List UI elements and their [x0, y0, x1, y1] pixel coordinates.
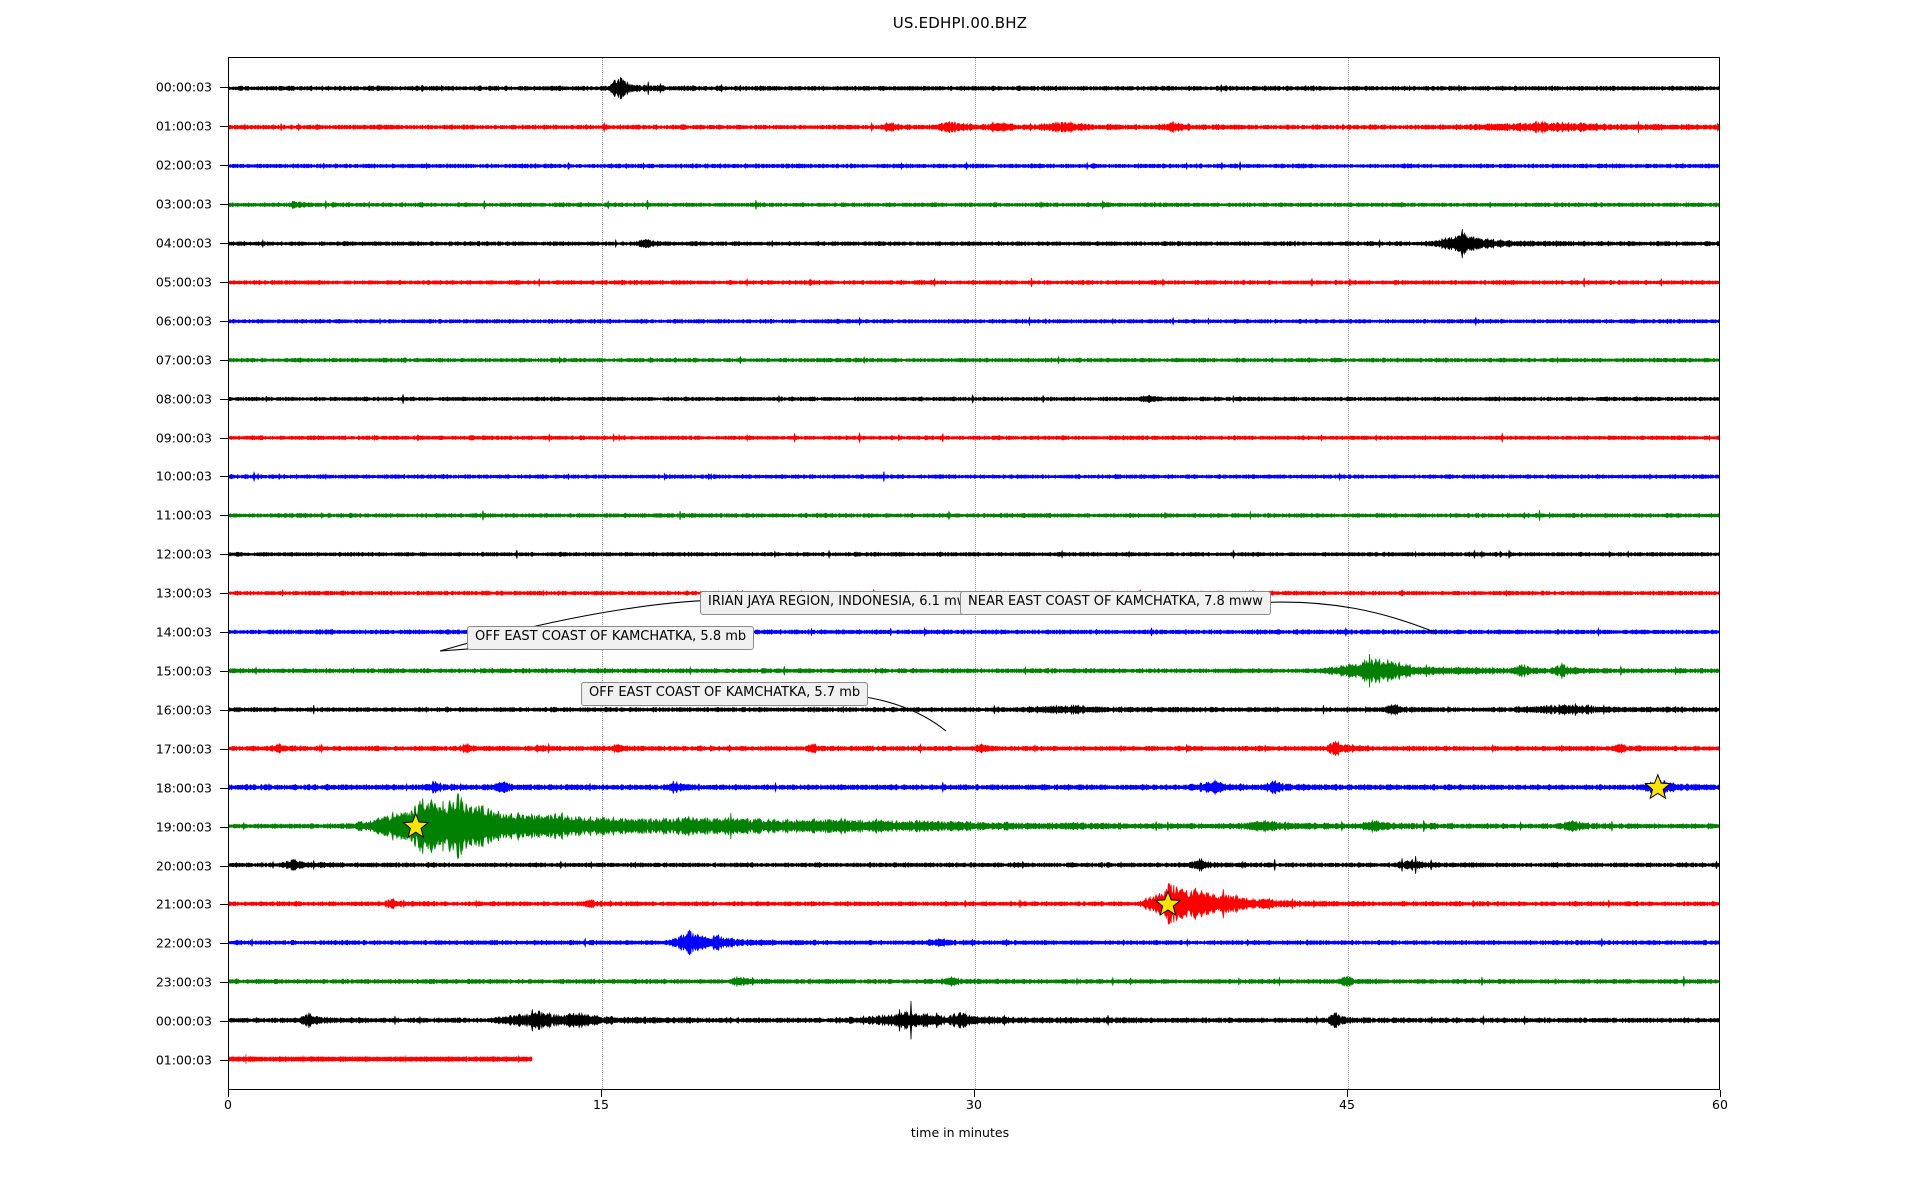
waveform-trace [229, 120, 1719, 134]
y-tick-label: 20:00:03 [155, 858, 212, 873]
y-tick-label: 06:00:03 [155, 313, 212, 329]
y-tick-mark [220, 826, 229, 828]
y-tick-label: 03:00:03 [155, 196, 212, 212]
waveform-trace [229, 315, 1719, 327]
y-tick-label: 02:00:03 [155, 157, 212, 173]
y-tick-mark [220, 165, 229, 167]
waveform-trace [229, 471, 1719, 483]
y-tick-label: 12:00:03 [155, 546, 212, 562]
x-tick-label: 30 [966, 1097, 982, 1112]
y-tick-mark [220, 281, 229, 283]
y-tick-mark [220, 1060, 229, 1062]
x-tick-label: 60 [1712, 1097, 1728, 1112]
event-annotation-label[interactable]: OFF EAST COAST OF KAMCHATKA, 5.7 mb [581, 682, 869, 706]
x-tick-mark [228, 1090, 229, 1097]
y-tick-mark [220, 320, 229, 322]
y-tick-label: 11:00:03 [155, 507, 212, 523]
y-tick-mark [220, 204, 229, 206]
y-tick-label: 00:00:03 [155, 1013, 212, 1029]
waveform-trace [229, 929, 1719, 956]
y-tick-mark [220, 554, 229, 556]
y-tick-mark [220, 515, 229, 517]
y-tick-mark [220, 126, 229, 128]
x-tick-label: 45 [1339, 1097, 1355, 1112]
x-tick-mark [974, 1090, 975, 1097]
y-tick-mark [220, 1021, 229, 1023]
waveform-trace [229, 740, 1719, 757]
waveform-trace [229, 1001, 1719, 1040]
y-tick-label: 21:00:03 [155, 896, 212, 912]
y-tick-label: 17:00:03 [155, 741, 212, 757]
waveform-trace [229, 779, 1719, 796]
y-tick-mark [220, 943, 229, 945]
y-tick-label: 14:00:03 [155, 624, 212, 640]
y-tick-mark [220, 476, 229, 478]
y-tick-label: 10:00:03 [155, 468, 212, 484]
y-tick-label: 07:00:03 [155, 352, 212, 368]
event-annotation-label[interactable]: IRIAN JAYA REGION, INDONESIA, 6.1 mww [700, 591, 986, 615]
y-tick-label: 19:00:03 [155, 819, 212, 835]
waveform-trace [229, 431, 1719, 444]
waveform-trace [229, 161, 1719, 171]
waveform-trace [229, 975, 1719, 988]
plot-area [228, 57, 1720, 1090]
y-tick-label: 01:00:03 [155, 118, 212, 134]
y-tick-label: 01:00:03 [155, 1052, 212, 1068]
x-tick-mark [1720, 1090, 1721, 1097]
y-tick-mark [220, 632, 229, 634]
y-tick-label: 09:00:03 [155, 430, 212, 446]
waveform-trace [229, 199, 1719, 210]
y-tick-label: 22:00:03 [155, 935, 212, 951]
y-tick-label: 05:00:03 [155, 274, 212, 290]
y-tick-mark [220, 982, 229, 984]
waveform-traces [229, 77, 1719, 1064]
y-tick-mark [220, 904, 229, 906]
y-tick-label: 15:00:03 [155, 663, 212, 679]
waveform-trace [229, 703, 1719, 716]
waveform-trace [229, 510, 1719, 521]
y-tick-mark [220, 242, 229, 244]
y-tick-mark [220, 670, 229, 672]
y-tick-label: 13:00:03 [155, 585, 212, 601]
y-tick-mark [220, 787, 229, 789]
y-tick-mark [220, 359, 229, 361]
waveform-trace [229, 277, 1719, 288]
y-tick-mark [220, 87, 229, 89]
x-tick-mark [1347, 1090, 1348, 1097]
event-annotation-label[interactable]: OFF EAST COAST OF KAMCHATKA, 5.8 mb [467, 626, 755, 650]
waveform-trace [229, 549, 1719, 560]
x-tick-label: 0 [224, 1097, 232, 1112]
y-tick-mark [220, 398, 229, 400]
y-tick-mark [220, 437, 229, 439]
page-title: US.EDHPI.00.BHZ [892, 14, 1028, 32]
x-tick-mark [601, 1090, 602, 1097]
y-tick-label: 04:00:03 [155, 235, 212, 251]
waveform-trace [229, 393, 1719, 404]
y-tick-label: 16:00:03 [155, 702, 212, 718]
waveform-trace [229, 792, 1719, 860]
y-tick-mark [220, 865, 229, 867]
waveform-trace [229, 228, 1719, 259]
y-tick-label: 23:00:03 [155, 974, 212, 990]
waveform-trace [229, 856, 1719, 874]
y-tick-mark [220, 709, 229, 711]
waveform-trace [229, 882, 1719, 925]
waveform-trace [229, 355, 1719, 365]
waveform-trace [229, 654, 1719, 688]
waveform-trace [229, 1054, 533, 1064]
event-annotation-label[interactable]: NEAR EAST COAST OF KAMCHATKA, 7.8 mww [960, 591, 1271, 615]
y-tick-mark [220, 748, 229, 750]
y-tick-label: 00:00:03 [155, 79, 212, 95]
waveform-trace [229, 77, 1719, 100]
y-tick-label: 18:00:03 [155, 780, 212, 796]
x-axis-label: time in minutes [910, 1125, 1010, 1140]
x-tick-label: 15 [593, 1097, 609, 1112]
y-tick-label: 08:00:03 [155, 391, 212, 407]
y-tick-mark [220, 593, 229, 595]
